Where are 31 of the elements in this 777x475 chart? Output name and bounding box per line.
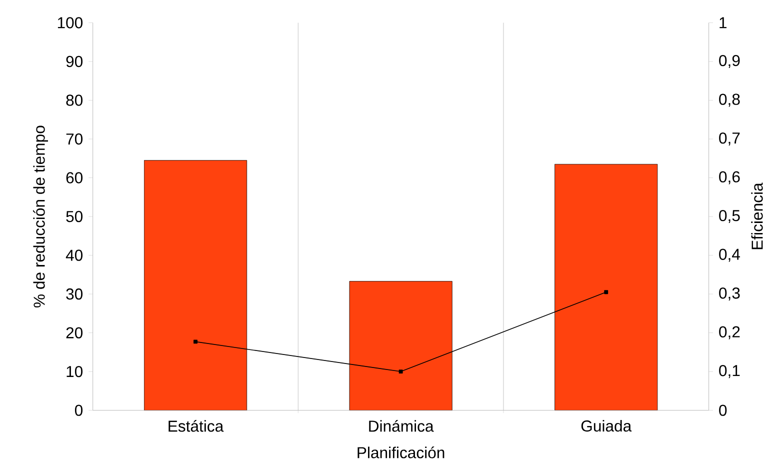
point [194,340,198,344]
y2-tick-label: 0,6 [719,171,740,185]
point [604,290,608,294]
y2-axis-title: Eficiencia [751,182,763,250]
x-axis-title: Planificación [358,446,444,459]
y-tick-label: 30 [66,288,83,300]
y2-tick-label: 0,2 [719,326,740,340]
y-tick-label: 10 [66,366,83,378]
point [398,370,403,374]
y-tick-label: 0 [74,404,83,416]
x-tick-label: Dinámica [369,420,434,432]
y-tick-label: 20 [66,327,83,339]
y2-tick-label: 0,8 [719,94,740,107]
y2-tick-label: 0,4 [719,248,740,262]
y-tick-label: 40 [66,250,83,262]
y2-tick-label: 0,1 [719,365,740,378]
y2-tick-label: 1 [720,18,726,28]
y-axis-title: % de reducción de tiempo [33,126,48,308]
y-tick-label: 60 [66,172,83,184]
y2-tick-label: 0,3 [719,288,740,301]
y-tick-label: 90 [66,56,83,68]
y2-tick-label: 0,9 [719,55,740,68]
y-tick-label: 70 [66,134,83,145]
x-tick-label: Guiada [581,420,632,432]
y2-tick-label: 0,5 [719,210,740,224]
y-tick-label: 100 [58,17,83,29]
y-tick-label: 50 [66,211,83,222]
y-tick-label: 80 [66,94,83,106]
x-tick-label: Estática [168,420,224,432]
y2-tick-label: 0 [719,404,727,416]
y2-tick-label: 0,7 [719,132,740,146]
